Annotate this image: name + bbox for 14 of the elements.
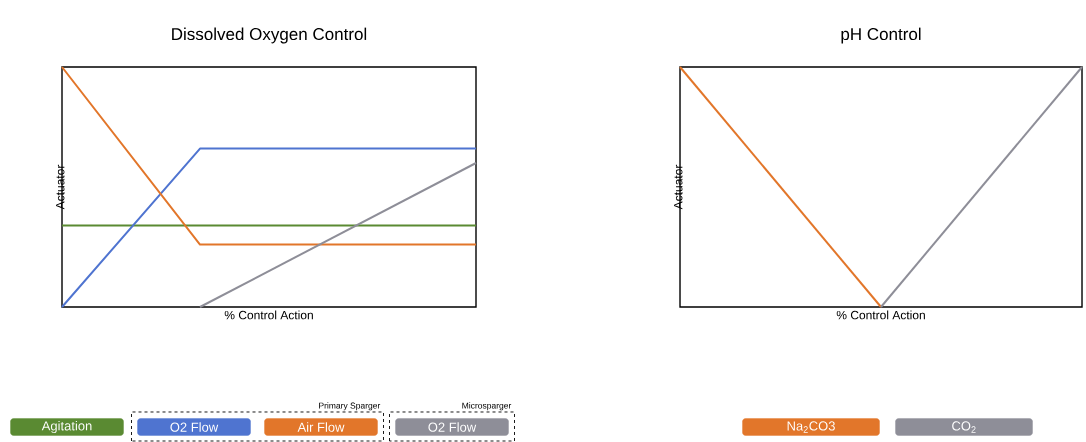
legend-label: O2 Flow <box>170 422 219 432</box>
x-axis-title: % Control Action <box>836 310 925 320</box>
text: CO$_{2}$ <box>952 421 976 433</box>
x-axis-title: % Control Action <box>224 310 313 320</box>
text: Primary Sparger <box>319 402 381 411</box>
y-axis-title: Actuator <box>56 164 65 210</box>
legend-label: Air Flow <box>297 422 345 432</box>
chart-title: Dissolved Oxygen Control <box>172 27 367 44</box>
chart-title: pH Control <box>841 27 921 44</box>
text: Na$_{2}$CO3 <box>787 421 835 433</box>
legend-label: Agitation <box>41 420 92 434</box>
y-axis-title: Actuator <box>674 164 683 210</box>
text: Microsparger <box>462 402 512 411</box>
legend-label: O2 Flow <box>428 422 477 432</box>
